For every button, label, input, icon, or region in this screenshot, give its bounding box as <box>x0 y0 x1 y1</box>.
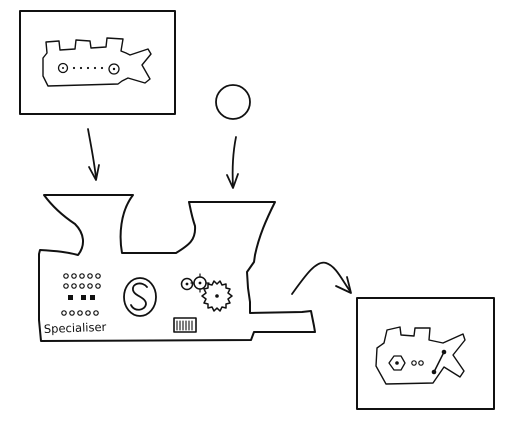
output-part-panel <box>357 298 494 409</box>
input-part-panel <box>20 11 175 114</box>
vent-panel <box>174 318 196 332</box>
output-frame <box>357 298 494 409</box>
control-squares <box>68 295 95 300</box>
arrow-left-to-hopper <box>88 129 99 180</box>
control-dots <box>62 274 100 315</box>
arrow-output <box>292 263 351 294</box>
arrow-circle-to-hopper <box>227 137 238 188</box>
machine-body-outline <box>39 195 315 341</box>
gears-icon <box>182 274 233 311</box>
machine-label: Specialiser <box>44 320 107 336</box>
specialised-part-outline <box>376 327 465 384</box>
s-emblem <box>124 278 156 316</box>
spec-circle-input <box>216 85 250 119</box>
generic-part-outline <box>43 38 151 86</box>
